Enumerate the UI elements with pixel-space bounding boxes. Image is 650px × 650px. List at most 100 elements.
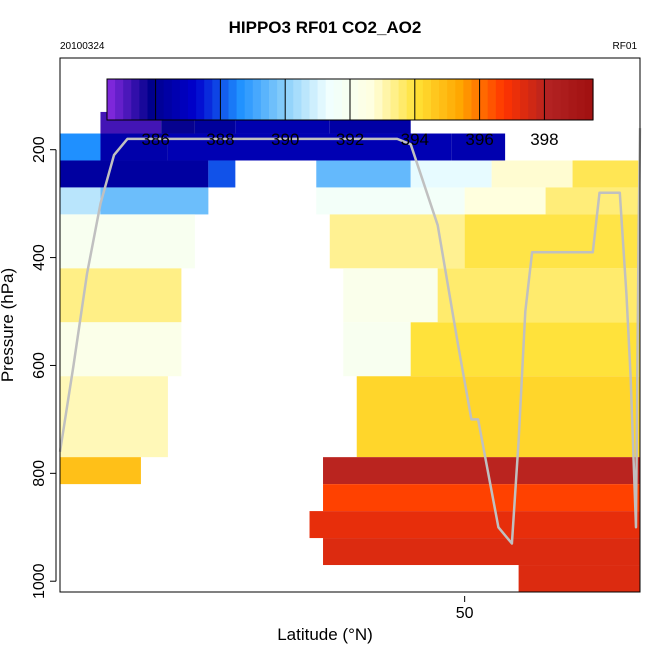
flight-track xyxy=(58,128,642,545)
colorbar-swatch xyxy=(358,79,367,120)
colorbar-swatch xyxy=(536,79,545,120)
colorbar-swatch xyxy=(293,79,302,120)
colorbar-swatch xyxy=(471,79,481,120)
colorbar-swatch xyxy=(552,79,562,120)
heatmap-cell xyxy=(464,214,640,269)
colorbar-swatch xyxy=(382,79,392,120)
colorbar-swatch xyxy=(390,79,400,120)
colorbar-swatch xyxy=(495,79,505,120)
colorbar-swatch xyxy=(155,79,165,120)
heatmap-cell xyxy=(343,322,411,377)
colorbar-swatch xyxy=(277,79,286,120)
colorbar-swatch xyxy=(252,79,262,120)
colorbar-tick-label: 386 xyxy=(141,130,169,149)
heatmap-cells xyxy=(60,111,640,592)
colorbar-swatch xyxy=(228,79,238,120)
colorbar-swatch xyxy=(188,79,197,120)
colorbar-swatch xyxy=(520,79,529,120)
heatmap-cell xyxy=(60,187,101,215)
heatmap-cell xyxy=(316,160,411,188)
colorbar-swatch xyxy=(576,79,586,120)
colorbar-swatch xyxy=(350,79,359,120)
colorbar-swatch xyxy=(244,79,254,120)
colorbar-swatch xyxy=(115,79,124,120)
colorbar-swatch xyxy=(333,79,343,120)
colorbar-swatch xyxy=(487,79,497,120)
colorbar-swatch xyxy=(260,79,270,120)
colorbar-swatch xyxy=(479,79,489,120)
heatmap-cell xyxy=(491,160,573,188)
colorbar-swatch xyxy=(204,79,213,120)
heatmap-cell xyxy=(545,187,640,215)
y-tick-label: 200 xyxy=(31,136,48,163)
colorbar-swatch xyxy=(301,79,311,120)
colorbar-tick-label: 396 xyxy=(465,130,493,149)
colorbar-swatch xyxy=(147,79,157,120)
date-label: 20100324 xyxy=(60,41,105,52)
heatmap-cell xyxy=(60,160,209,188)
heatmap-cell xyxy=(356,376,640,458)
colorbar-swatch xyxy=(528,79,537,120)
colorbar-swatch xyxy=(220,79,230,120)
heatmap-cell xyxy=(309,511,640,539)
colorbar-swatch xyxy=(439,79,448,120)
x-tick-label: 50 xyxy=(456,605,474,622)
heatmap-cell xyxy=(60,322,182,377)
colorbar-tick-label: 388 xyxy=(206,130,234,149)
colorbar-swatch xyxy=(422,79,432,120)
colorbar-swatch xyxy=(503,79,513,120)
colorbar-swatch xyxy=(171,79,181,120)
colorbar-swatch xyxy=(414,79,424,120)
x-axis-label: Latitude (°N) xyxy=(277,625,373,644)
colorbar-swatch xyxy=(325,79,335,120)
colorbar-swatch xyxy=(584,79,594,120)
colorbar-tick-label: 390 xyxy=(271,130,299,149)
colorbar-swatch xyxy=(179,79,189,120)
heatmap-cell xyxy=(316,187,465,215)
heatmap-cell xyxy=(451,133,506,161)
colorbar-swatch xyxy=(455,79,464,120)
colorbar-swatch xyxy=(544,79,554,120)
colorbar-swatch xyxy=(463,79,473,120)
colorbar-swatch xyxy=(131,79,140,120)
chart-title: HIPPO3 RF01 CO2_AO2 xyxy=(228,18,422,37)
colorbar-swatch xyxy=(285,79,294,120)
y-tick-label: 400 xyxy=(31,244,48,271)
colorbar-swatch xyxy=(317,79,327,120)
colorbar-swatch xyxy=(512,79,521,120)
colorbar-swatch xyxy=(163,79,173,120)
colorbar-swatch xyxy=(341,79,351,120)
y-tick-label: 1000 xyxy=(31,563,48,599)
heatmap-cell xyxy=(60,214,195,269)
heatmap-cell xyxy=(60,133,101,161)
heatmap-cell xyxy=(572,160,640,188)
plot-frame xyxy=(59,57,641,593)
flight-track-line xyxy=(58,128,642,545)
colorbar-swatch xyxy=(212,79,221,120)
heatmap-cell xyxy=(343,268,438,323)
colorbar-swatch xyxy=(236,79,246,120)
colorbar-swatch xyxy=(123,79,132,120)
colorbar-swatch xyxy=(560,79,570,120)
heatmap-cell xyxy=(437,268,640,323)
heatmap-cell xyxy=(60,268,182,323)
heatmap-cell xyxy=(323,457,640,485)
colorbar-swatch xyxy=(139,79,149,120)
colorbar-swatch xyxy=(374,79,383,120)
heatmap-cell xyxy=(60,376,168,458)
axes: 200 400 600 800 1000 50 xyxy=(31,136,474,622)
flight-label: RF01 xyxy=(612,41,637,52)
heatmap-cell xyxy=(464,187,546,215)
heatmap-cell xyxy=(323,484,640,512)
colorbar-swatch xyxy=(196,79,205,120)
y-tick-label: 600 xyxy=(31,352,48,379)
heatmap-cell xyxy=(329,214,465,269)
colorbar-swatch xyxy=(406,79,416,120)
colorbar-swatch xyxy=(107,79,116,120)
colorbar-swatch xyxy=(431,79,440,120)
heatmap-cell xyxy=(323,538,640,566)
heatmap-cell xyxy=(518,565,640,592)
colorbar-tick-label: 398 xyxy=(530,130,558,149)
colorbar-tick-label: 392 xyxy=(336,130,364,149)
